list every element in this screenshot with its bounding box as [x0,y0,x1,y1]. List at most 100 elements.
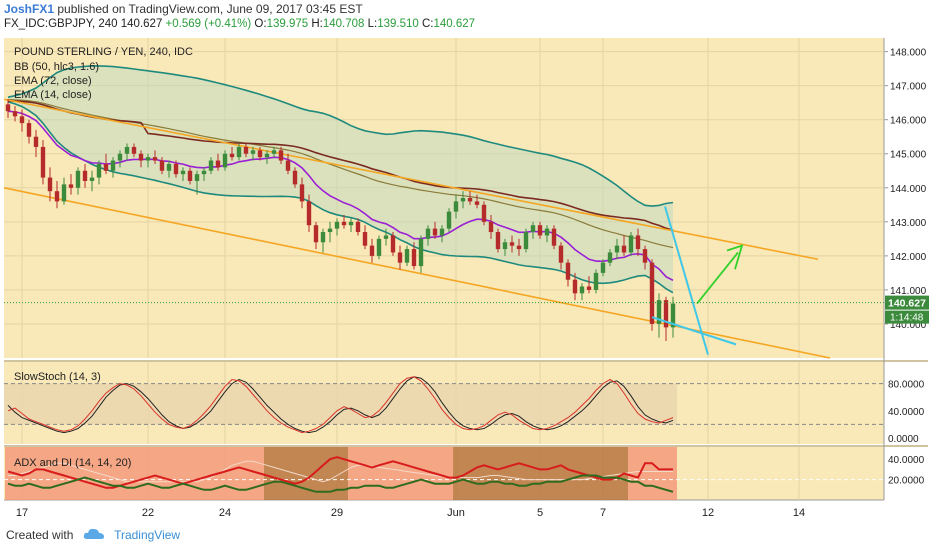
candle [523,228,529,253]
candle-body [131,146,137,154]
candle [348,218,354,233]
candle-body [404,249,410,263]
candle [628,232,634,256]
candle-body [320,232,326,243]
time-axis [4,500,884,522]
candle [320,228,326,253]
candle [656,293,662,338]
candle-body [243,146,249,154]
candle [327,221,333,243]
candle [208,157,214,175]
candle [551,225,557,250]
stoch-tick-label: 40.0000 [888,407,925,418]
candle-body [33,136,39,147]
green-arrow-shaft [696,251,739,305]
candle-body [516,245,522,250]
candle-body [425,228,431,239]
candle [502,238,508,256]
candle [271,146,277,158]
y-tick-label: 140.000 [890,320,927,331]
price-change: +0.569 (+0.41%) [165,18,252,30]
candle-body [40,146,46,178]
countdown-tag [885,310,929,324]
candle-body [201,170,207,175]
candle-body [103,163,109,171]
candle [61,177,67,205]
candle [82,163,88,188]
candle-body [145,157,151,161]
candle [670,296,676,338]
candle [453,194,459,219]
candle [313,221,319,250]
high-value: 140.708 [322,18,365,30]
tradingview-brand[interactable]: TradingView [114,528,181,542]
candle-body [19,116,25,124]
y-tick-label: 147.000 [890,82,927,93]
candle [26,119,32,144]
candle-body [586,286,592,290]
candle [418,235,424,273]
candle [439,225,445,243]
stoch-band [4,383,677,425]
low-label: L: [367,18,378,30]
candle-body [376,238,382,256]
candle-body [173,163,179,175]
candle-body [222,153,228,168]
candle [110,157,116,178]
stoch-title: SlowStoch (14, 3) [14,371,101,383]
candle-body [47,177,53,192]
stoch-tick-label: 80.0000 [888,380,925,391]
candle-body [502,242,508,250]
candle-body [208,160,214,171]
low-value: 139.510 [377,18,419,30]
candle-body [453,201,459,212]
candle-body [299,184,305,202]
candle [194,170,200,195]
candle-body [446,211,452,229]
candle [278,146,284,164]
candle [145,153,151,168]
candle-body [670,303,676,328]
candle-body [523,232,529,250]
candle [607,249,613,267]
trading-chart[interactable]: 17 22 24 29 Jun 5 7 12 14 148.000 147.000 146.000 14… [0,36,932,524]
candle-body [537,225,543,236]
cyan-trendline [651,316,737,346]
ema72-line [7,100,674,232]
candle-body [152,157,158,161]
candle-body [369,245,375,256]
candle-body [467,198,473,202]
candle-body [292,170,298,185]
candle [299,177,305,209]
symbol: FX_IDC:GBPJPY, 240 [4,18,118,30]
candle-body [229,153,235,158]
candle-body [110,160,116,171]
candle [355,218,361,236]
y-tick-label: 146.000 [890,116,927,127]
candle [404,245,410,267]
candle [390,232,396,256]
candle-body [138,153,144,161]
adx-band [628,447,677,500]
candle [96,160,102,185]
author-name[interactable]: JoshFX1 [4,2,55,16]
candle-body [628,235,634,253]
countdown-label: 1:14:48 [890,313,924,324]
candle [621,235,627,256]
candle [425,225,431,246]
y-tick-label: 144.000 [890,184,927,195]
candle [509,235,515,253]
x-tick-label: 14 [793,507,805,519]
candle [103,153,109,175]
candle-body [439,228,445,236]
candle [40,140,46,185]
price-axis [884,38,928,500]
x-tick-label: 22 [142,507,154,519]
candle [222,150,228,171]
x-tick-label: 24 [219,507,231,519]
candle [285,153,291,175]
candle-body [180,170,186,175]
candle-body [593,272,599,290]
stoch-d-line [7,376,674,434]
candle [334,218,340,236]
